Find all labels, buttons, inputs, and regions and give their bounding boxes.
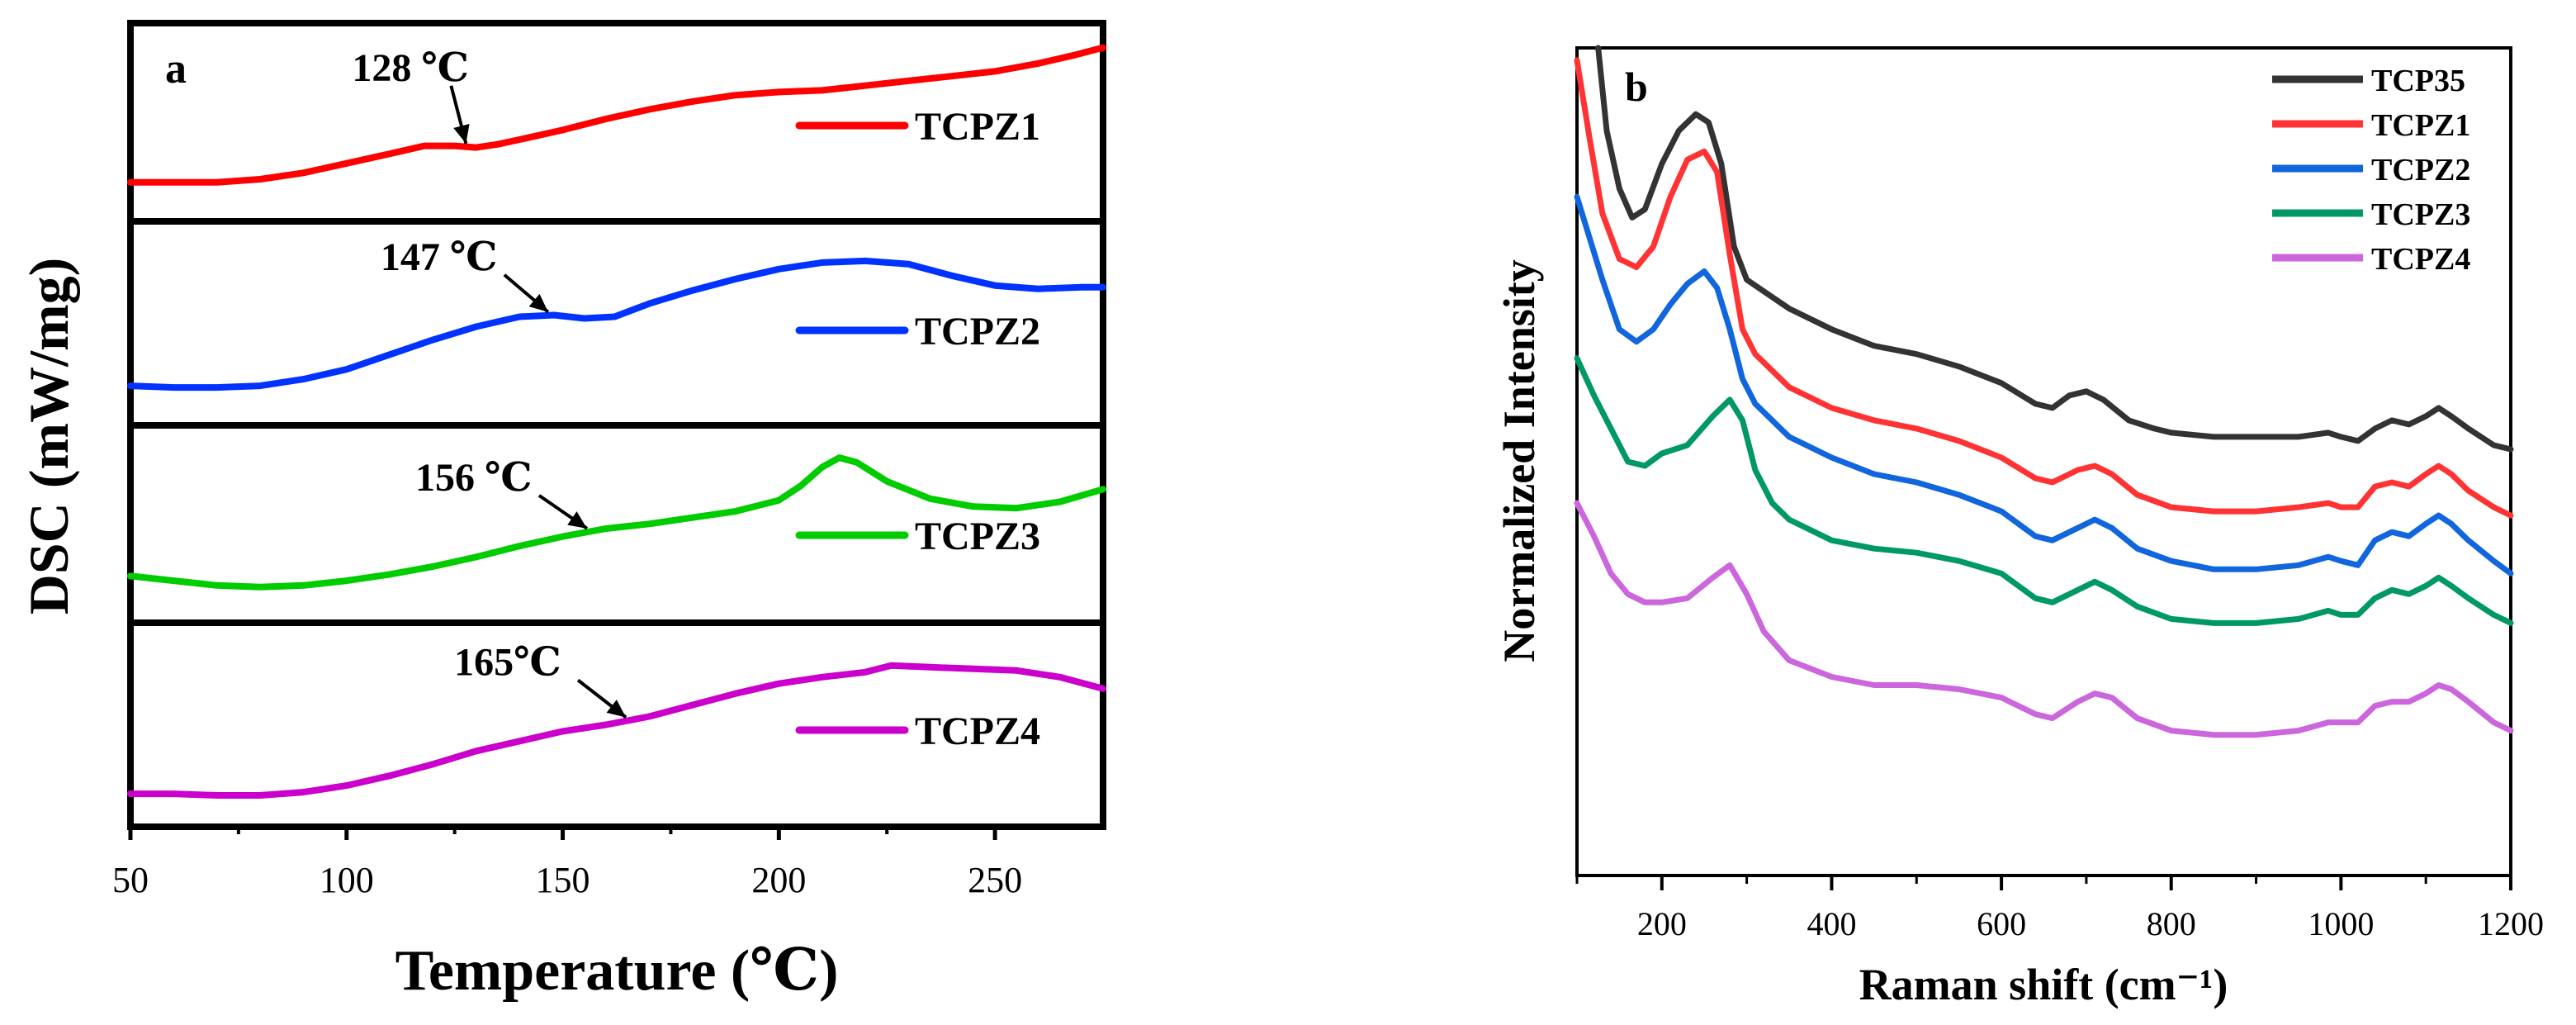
panel-b-raman: 200 400 600 800 1000 1200 TCP35 TCPZ1 TCPZ2 TCPZ… bbox=[1494, 45, 2544, 1009]
panel-b-ylabel: Normalized Intensity bbox=[1494, 259, 1544, 662]
panel-b-xlabel: Raman shift (cm⁻¹) bbox=[1859, 960, 2228, 1009]
legend-label: TCP35 bbox=[2371, 64, 2465, 98]
annotation-label: 147 ℃ bbox=[381, 235, 498, 279]
panel-a-ylabel: DSC (mW/mg) bbox=[17, 258, 80, 615]
dsc-panel-tcpz2: 147 ℃ TCPZ2 bbox=[127, 218, 1106, 429]
annotation-label: 156 ℃ bbox=[415, 456, 533, 500]
x-tick-label: 600 bbox=[1977, 905, 2026, 942]
legend-label: TCPZ3 bbox=[2371, 197, 2470, 232]
annotation-label: 165℃ bbox=[454, 641, 561, 685]
x-tick-label: 200 bbox=[1637, 905, 1687, 942]
x-tick-label: 1200 bbox=[2478, 905, 2544, 942]
x-tick-label: 100 bbox=[320, 860, 374, 900]
dsc-panel-tcpz3: 156 ℃ TCPZ3 bbox=[127, 422, 1106, 626]
x-tick-label: 1000 bbox=[2308, 905, 2374, 942]
panel-b-plot-frame bbox=[1575, 46, 2512, 877]
annotation-label: 128 ℃ bbox=[352, 46, 469, 90]
x-tick-label: 250 bbox=[968, 860, 1022, 900]
dsc-curve-tcpz2 bbox=[127, 257, 1106, 391]
legend-label: TCPZ4 bbox=[915, 709, 1040, 753]
panel-a-xlabel: Temperature (℃) bbox=[395, 939, 839, 1003]
raman-curve-tcpz4 bbox=[1574, 500, 2514, 738]
x-tick-label: 200 bbox=[751, 860, 806, 900]
dsc-curve-tcpz4 bbox=[127, 662, 1106, 799]
x-tick-label: 800 bbox=[2147, 905, 2196, 942]
x-tick-label: 50 bbox=[112, 860, 149, 900]
legend-label: TCPZ1 bbox=[2371, 108, 2470, 143]
dsc-curve-tcpz1 bbox=[127, 44, 1106, 186]
raman-curve-tcpz3 bbox=[1574, 355, 2514, 626]
panel-a-label: a bbox=[165, 45, 187, 93]
raman-curve-tcpz1 bbox=[1574, 57, 2514, 519]
annotation-arrowhead bbox=[606, 700, 627, 718]
dsc-panel-tcpz4: 165℃ TCPZ4 bbox=[127, 619, 1106, 830]
raman-curve-tcpz2 bbox=[1574, 193, 2514, 577]
dsc-panel-frame bbox=[127, 619, 1106, 830]
x-tick-label: 400 bbox=[1807, 905, 1856, 942]
legend-label: TCPZ1 bbox=[915, 105, 1040, 149]
annotation-arrowhead bbox=[453, 123, 470, 144]
annotation-arrowhead bbox=[567, 511, 587, 529]
dsc-curve-tcpz3 bbox=[127, 454, 1106, 591]
dsc-panel-tcpz1: 128 ℃ TCPZ1 bbox=[127, 20, 1106, 225]
legend-label: TCPZ3 bbox=[915, 515, 1040, 558]
raman-curve-tcp35 bbox=[1595, 45, 2514, 453]
legend-label: TCPZ2 bbox=[2371, 153, 2470, 187]
annotation-arrowhead bbox=[528, 293, 548, 312]
legend-label: TCPZ4 bbox=[2371, 242, 2470, 277]
x-tick-label: 150 bbox=[536, 860, 590, 900]
legend-label: TCPZ2 bbox=[915, 310, 1040, 354]
panel-b-label: b bbox=[1625, 64, 1648, 110]
